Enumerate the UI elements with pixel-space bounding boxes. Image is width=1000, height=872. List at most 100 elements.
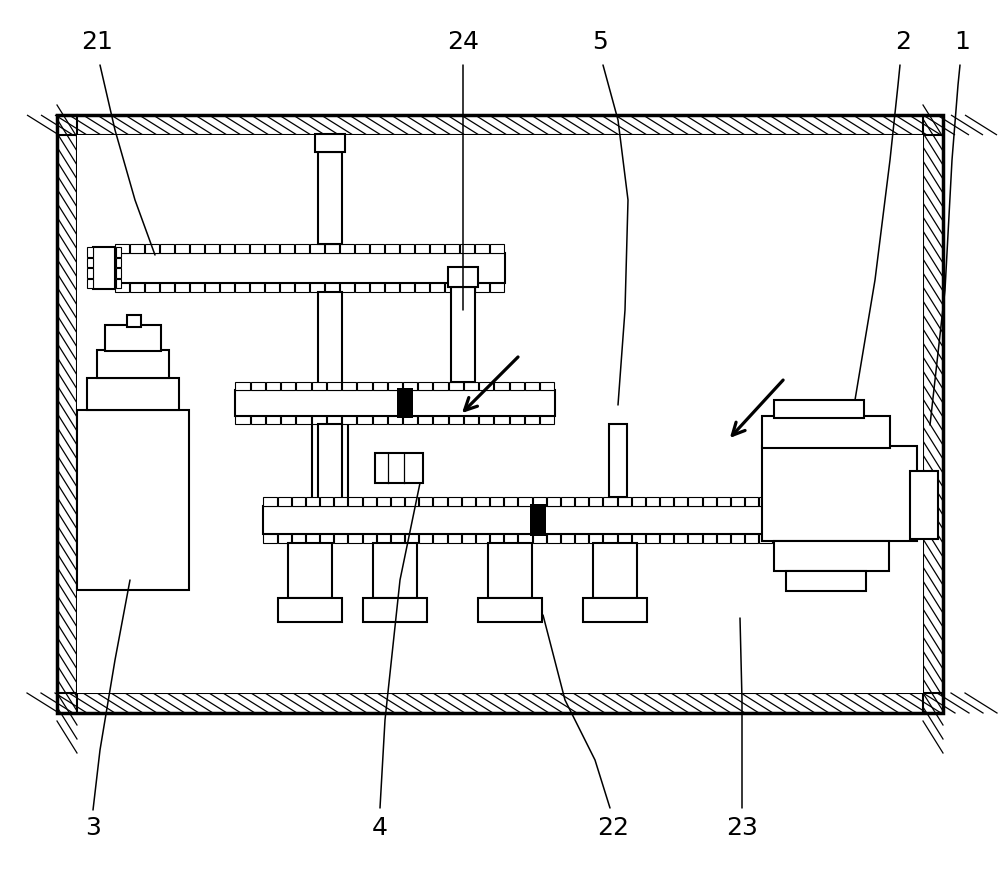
Bar — [451, 287, 475, 382]
Bar — [561, 497, 574, 506]
Bar — [540, 382, 554, 390]
Bar — [370, 283, 384, 292]
Bar — [266, 382, 280, 390]
Bar — [646, 497, 659, 506]
Bar — [116, 258, 120, 268]
Bar — [310, 244, 324, 253]
Bar — [160, 283, 174, 292]
Bar — [449, 382, 463, 390]
Bar — [296, 382, 311, 390]
Bar — [632, 497, 645, 506]
Bar — [540, 416, 554, 424]
Bar — [400, 244, 414, 253]
Bar — [190, 283, 204, 292]
Bar — [448, 534, 461, 543]
Bar — [363, 534, 376, 543]
Bar — [278, 598, 342, 622]
Bar — [688, 534, 702, 543]
Bar — [205, 244, 219, 253]
Bar — [433, 497, 447, 506]
Bar — [373, 543, 417, 598]
Bar — [731, 534, 744, 543]
Bar — [433, 382, 448, 390]
Bar — [533, 534, 546, 543]
Bar — [312, 382, 326, 390]
Bar — [388, 382, 402, 390]
Bar — [296, 416, 311, 424]
Bar — [318, 152, 342, 244]
Bar — [745, 534, 758, 543]
Bar — [340, 283, 354, 292]
Bar — [433, 416, 448, 424]
Bar — [530, 504, 546, 536]
Bar — [145, 283, 159, 292]
Bar — [745, 497, 758, 506]
Bar — [87, 248, 93, 257]
Bar — [391, 497, 404, 506]
Bar — [115, 253, 505, 283]
Bar — [460, 283, 474, 292]
Bar — [265, 283, 279, 292]
Bar — [295, 283, 309, 292]
Bar — [318, 424, 342, 514]
Bar — [415, 283, 429, 292]
Bar — [618, 534, 631, 543]
Bar — [525, 416, 539, 424]
Bar — [419, 534, 432, 543]
Text: 22: 22 — [597, 816, 629, 840]
Bar — [910, 471, 938, 539]
Bar — [405, 534, 418, 543]
Bar — [475, 244, 489, 253]
Text: 21: 21 — [81, 30, 113, 54]
Bar — [320, 534, 333, 543]
Bar — [377, 497, 390, 506]
Bar — [363, 598, 427, 622]
Bar — [115, 244, 129, 253]
Bar — [632, 534, 645, 543]
Bar — [175, 244, 189, 253]
Bar — [300, 514, 360, 542]
Bar — [418, 416, 432, 424]
Bar — [448, 497, 461, 506]
Bar — [325, 283, 339, 292]
Bar — [774, 541, 889, 571]
Bar — [397, 388, 413, 418]
Bar — [490, 283, 504, 292]
Bar — [618, 497, 631, 506]
Bar — [250, 244, 264, 253]
Bar — [116, 279, 120, 289]
Bar — [731, 497, 744, 506]
Bar — [130, 283, 144, 292]
Bar — [235, 244, 249, 253]
Bar — [115, 283, 129, 292]
Bar — [660, 534, 673, 543]
Bar — [77, 135, 923, 693]
Bar — [525, 382, 539, 390]
Bar — [462, 534, 475, 543]
Bar — [116, 269, 120, 278]
Bar — [160, 244, 174, 253]
Bar — [759, 534, 772, 543]
Bar — [263, 497, 277, 506]
Bar — [433, 534, 447, 543]
Bar — [370, 244, 384, 253]
Bar — [292, 497, 305, 506]
Bar — [504, 534, 517, 543]
Bar — [280, 283, 294, 292]
Bar — [327, 382, 341, 390]
Bar — [145, 244, 159, 253]
Bar — [280, 244, 294, 253]
Bar — [318, 292, 342, 398]
Bar — [405, 497, 418, 506]
Bar — [575, 534, 588, 543]
Bar — [504, 497, 517, 506]
Bar — [77, 410, 189, 590]
Bar — [419, 497, 432, 506]
Bar — [603, 497, 617, 506]
Text: 1: 1 — [954, 30, 970, 54]
Bar — [315, 134, 345, 152]
Bar — [759, 497, 772, 506]
Bar — [357, 382, 372, 390]
Bar — [105, 325, 161, 351]
Bar — [348, 497, 362, 506]
